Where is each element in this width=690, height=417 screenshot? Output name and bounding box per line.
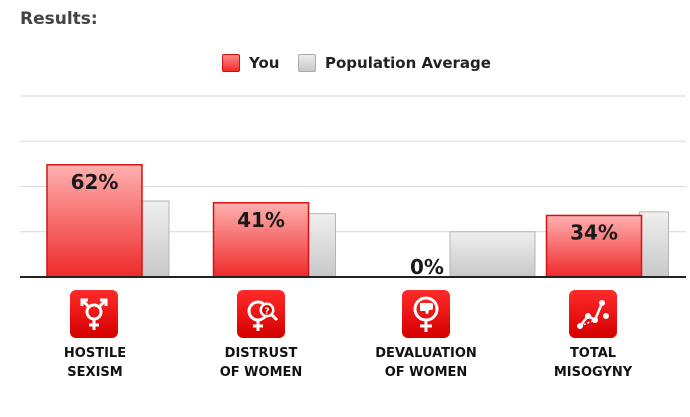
category-label-line: OF WOMEN bbox=[219, 365, 303, 380]
bar-population-average bbox=[449, 231, 536, 278]
data-label-you: 34% bbox=[570, 220, 618, 244]
legend-swatch-population-average bbox=[298, 54, 316, 72]
bar-population-average bbox=[639, 211, 669, 278]
category-label-line: SEXISM bbox=[67, 365, 123, 380]
bar-chart: 62% 41% 0% 34% bbox=[20, 95, 686, 279]
category-label-line: MISOGYNY bbox=[553, 365, 633, 380]
data-label-you: 41% bbox=[237, 208, 285, 232]
category-label-line: HOSTILE bbox=[63, 346, 127, 361]
category-label-hostile-sexism: HOSTILE SEXISM bbox=[20, 344, 170, 382]
bar-you bbox=[545, 214, 643, 278]
legend-label-you: You bbox=[249, 54, 280, 72]
distrust-of-women-icon: ? bbox=[237, 290, 285, 338]
category-label-total-misogyny: TOTAL MISOGYNY bbox=[518, 344, 668, 382]
category-label-line: DISTRUST bbox=[224, 346, 298, 361]
bar-population-average bbox=[139, 200, 170, 278]
results-title: Results: bbox=[20, 9, 98, 29]
legend-label-population-average: Population Average bbox=[325, 54, 491, 72]
legend-item-population-average: Population Average bbox=[298, 52, 491, 74]
data-label-you: 62% bbox=[71, 170, 119, 194]
category-label-line: DEVALUATION bbox=[375, 346, 477, 361]
bar-population-average bbox=[306, 213, 336, 278]
category-label-distrust-of-women: DISTRUST OF WOMEN bbox=[186, 344, 336, 382]
category-label-devaluation-of-women: DEVALUATION OF WOMEN bbox=[351, 344, 501, 382]
category-label-line: OF WOMEN bbox=[384, 365, 468, 380]
devaluation-of-women-icon bbox=[402, 290, 450, 338]
legend-item-you: You bbox=[222, 52, 279, 74]
bar-you bbox=[212, 202, 310, 278]
legend-swatch-you bbox=[222, 54, 240, 72]
total-misogyny-icon bbox=[569, 290, 617, 338]
category-label-line: TOTAL bbox=[569, 346, 617, 361]
hostile-sexism-icon bbox=[70, 290, 118, 338]
bar-you bbox=[46, 164, 143, 278]
svg-text:?: ? bbox=[264, 307, 269, 317]
data-label-you: 0% bbox=[410, 255, 444, 279]
legend: You Population Average bbox=[0, 52, 690, 76]
